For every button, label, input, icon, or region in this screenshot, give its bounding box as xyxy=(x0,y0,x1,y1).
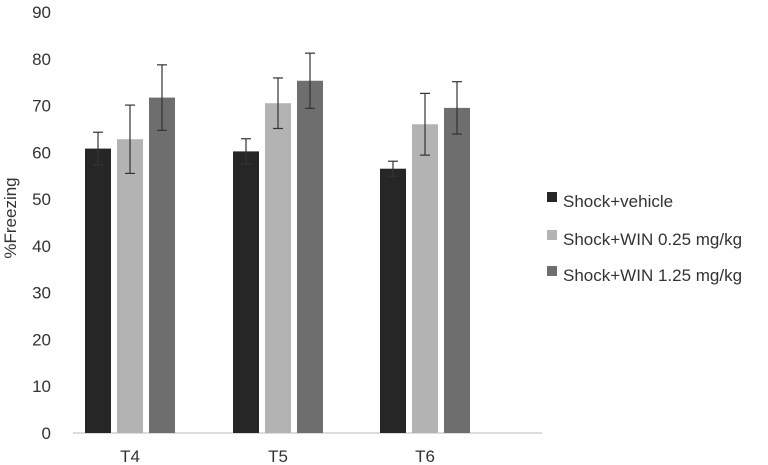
y-axis-ticks: 0 10 20 30 40 50 60 70 80 90 xyxy=(32,3,51,443)
x-tick-label: T5 xyxy=(268,447,288,465)
y-tick-label: 60 xyxy=(32,143,51,162)
legend: Shock+vehicle Shock+WIN 0.25 mg/kg Shock+W… xyxy=(547,192,742,285)
y-tick-label: 30 xyxy=(32,284,51,303)
y-tick-label: 20 xyxy=(32,330,51,349)
y-tick-label: 90 xyxy=(32,3,51,22)
legend-label: Shock+vehicle xyxy=(563,192,673,211)
legend-swatch-series-3 xyxy=(547,266,557,276)
y-tick-label: 80 xyxy=(32,50,51,69)
x-tick-label: T6 xyxy=(415,447,435,465)
bar-t5-series-3 xyxy=(297,80,323,433)
bar-t6-series-1 xyxy=(380,168,406,433)
bar-t5-series-1 xyxy=(233,151,259,434)
legend-swatch-series-2 xyxy=(547,230,557,240)
bar-t6-series-3 xyxy=(444,107,470,434)
legend-label: Shock+WIN 1.25 mg/kg xyxy=(563,266,742,285)
bar-t6-series-2 xyxy=(412,124,438,434)
bar-t4-series-2 xyxy=(117,139,143,434)
bars-group xyxy=(85,52,470,434)
x-axis-ticks: T4 T5 T6 xyxy=(120,447,435,465)
legend-label: Shock+WIN 0.25 mg/kg xyxy=(563,230,742,249)
y-tick-label: 70 xyxy=(32,97,51,116)
y-tick-label: 50 xyxy=(32,190,51,209)
bar-t4-series-3 xyxy=(149,97,175,433)
y-tick-label: 40 xyxy=(32,237,51,256)
bar-t5-series-2 xyxy=(265,103,291,433)
y-tick-label: 10 xyxy=(32,377,51,396)
y-axis-title: %Freezing xyxy=(1,177,20,258)
legend-swatch-series-1 xyxy=(547,192,557,202)
y-tick-label: 0 xyxy=(42,424,51,443)
bar-t4-series-1 xyxy=(85,148,111,433)
x-tick-label: T4 xyxy=(120,447,140,465)
